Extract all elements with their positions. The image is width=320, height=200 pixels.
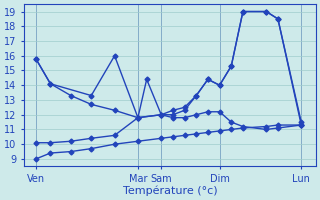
X-axis label: Température (°c): Température (°c): [123, 185, 217, 196]
